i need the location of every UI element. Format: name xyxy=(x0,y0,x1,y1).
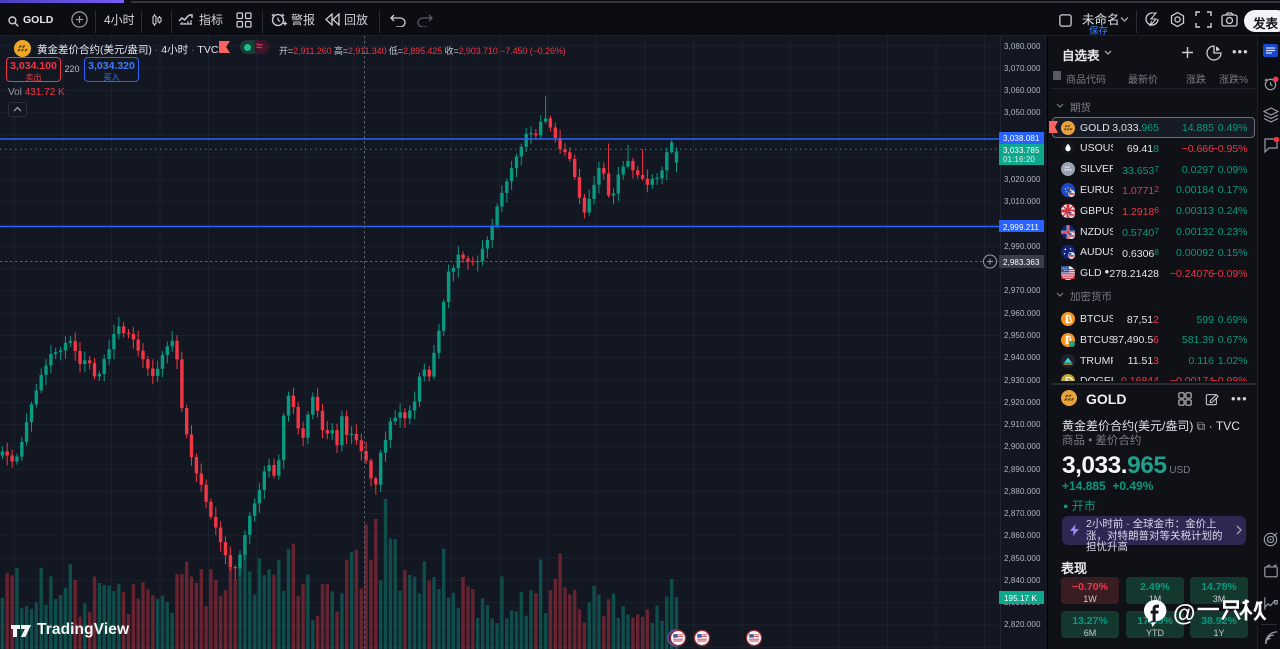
svg-text:@: @ xyxy=(1173,600,1195,626)
